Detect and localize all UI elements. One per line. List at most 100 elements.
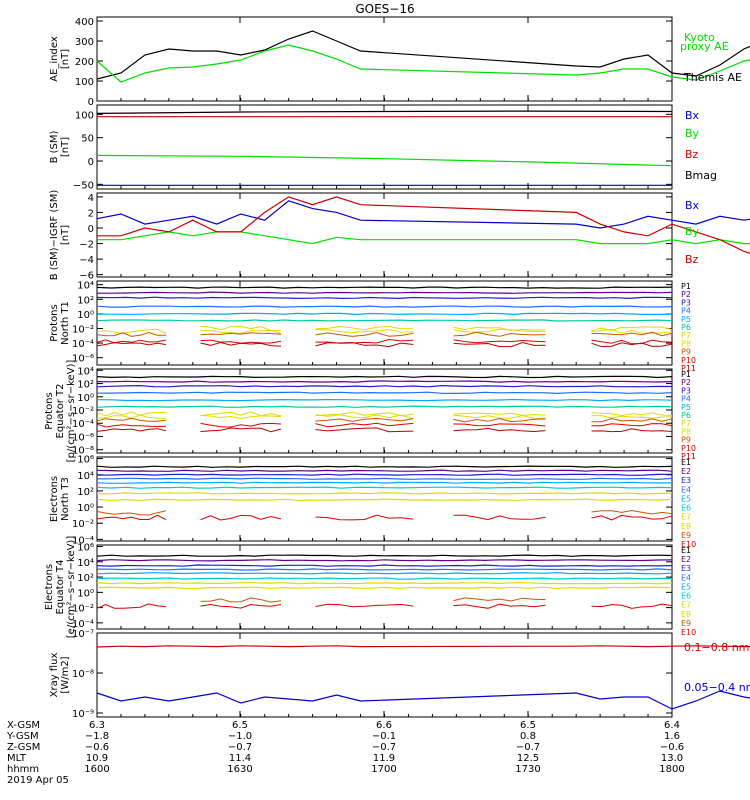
y-tick-label: 10⁻⁸ — [72, 446, 94, 457]
y-axis-label: [nT] — [60, 49, 71, 69]
legend-P2: P2 — [681, 378, 691, 387]
ephemeris-value: 1730 — [515, 764, 540, 775]
ephemeris-value: 12.5 — [517, 753, 539, 764]
ephemeris-value: 0.8 — [520, 731, 536, 742]
y-tick-label: 10⁰ — [77, 588, 94, 599]
y-tick-label: 10⁴ — [77, 558, 94, 569]
flux-segment-P7 — [453, 412, 546, 417]
legend-E2: E2 — [681, 467, 691, 476]
legend-P11: P11 — [681, 364, 696, 373]
legend-E6: E6 — [681, 592, 691, 601]
flux-segment-P9 — [591, 331, 673, 337]
figure-title: GOES−16 — [355, 2, 414, 16]
y-tick-label: 10⁻² — [72, 519, 94, 530]
legend-P2: P2 — [681, 290, 691, 299]
y-tick-label: 200 — [75, 57, 94, 68]
flux-segment-P8 — [591, 415, 673, 419]
flux-segment-P9 — [453, 418, 546, 423]
panel-peq: 10⁴ 10² 10⁰ 10⁻² 10⁻⁴ 10⁻⁶ 10⁻⁸ Protons Equator … — [44, 360, 696, 463]
y-tick-label: 300 — [75, 37, 94, 48]
y-axis-label: [nT] — [60, 137, 71, 157]
flux-line-P3 — [96, 384, 673, 388]
legend-P3: P3 — [681, 298, 691, 307]
flux-segment-P11 — [200, 427, 282, 433]
y-tick-label: 10⁻⁶ — [72, 354, 94, 365]
y-tick-label: 10⁴ — [77, 471, 94, 482]
flux-segment-P11 — [200, 341, 282, 347]
ephemeris-value: 1600 — [84, 764, 109, 775]
flux-segment-P9 — [200, 332, 282, 336]
flux-line-P2 — [96, 380, 673, 383]
flux-segment-P7 — [591, 412, 673, 417]
flux-segment-P8 — [591, 328, 673, 334]
flux-segment-P7 — [315, 411, 414, 417]
ephemeris-value: 6.3 — [89, 720, 105, 731]
ephemeris-value: −1.8 — [85, 731, 109, 742]
flux-line-E6 — [96, 486, 673, 489]
y-tick-label: −2 — [79, 240, 94, 251]
ephemeris-value: 11.9 — [373, 753, 395, 764]
legend-By: By — [685, 225, 700, 238]
flux-segment-P11 — [453, 427, 546, 433]
flux-segment-P8 — [200, 329, 282, 334]
ephemeris-row-label: hhmm — [7, 764, 39, 775]
flux-line-E8 — [96, 586, 673, 589]
flux-segment-P9 — [96, 331, 167, 337]
ephemeris-value: 10.9 — [86, 753, 108, 764]
legend-E5: E5 — [681, 582, 691, 591]
panel-frame — [96, 16, 673, 102]
flux-segment-P8 — [200, 414, 282, 420]
flux-segment-P7 — [200, 325, 282, 331]
legend-Bx: Bx — [685, 109, 700, 122]
series-line-By — [97, 231, 750, 245]
panel-bsm: 100 50 0 −50 B (SM) [nT] Bx By Bz Bmag — [49, 104, 717, 191]
flux-line-P4 — [96, 305, 673, 308]
panel-frame — [96, 104, 673, 190]
y-tick-label: 2 — [88, 208, 94, 219]
ephemeris-value: 6.5 — [520, 720, 536, 731]
series-line-By — [96, 154, 673, 167]
ephemeris-value: 11.4 — [229, 753, 251, 764]
flux-line-E5 — [96, 481, 673, 484]
ephemeris-value: −0.1 — [372, 731, 396, 742]
ephemeris-value: 6.6 — [376, 720, 392, 731]
legend-By: By — [685, 127, 700, 140]
y-axis-label: Electrons — [49, 476, 60, 522]
y-axis-label: Electrons — [44, 564, 55, 610]
y-tick-label: 10² — [77, 295, 94, 306]
y-axis-label: Equator T4 — [55, 560, 66, 615]
flux-segment-E10 — [200, 603, 282, 609]
y-axis-label: Protons — [44, 392, 55, 429]
legend-P4: P4 — [681, 307, 691, 316]
ephemeris-value: −0.6 — [85, 742, 109, 753]
flux-line-P6 — [96, 319, 673, 322]
flux-segment-P11 — [315, 427, 414, 433]
series-line-Bx — [96, 200, 750, 229]
flux-segment-P9 — [96, 417, 167, 422]
panel-pnorth: 10⁴ 10² 10⁰ 10⁻² 10⁻⁴ 10⁻⁶ Protons North T1 P1P2… — [49, 280, 696, 373]
flux-line-E6 — [96, 577, 672, 580]
legend-P8: P8 — [681, 339, 691, 348]
flux-segment-P11 — [96, 428, 167, 432]
flux-segment-E9 — [96, 510, 167, 516]
legend-Bmag: Bmag — [685, 169, 717, 182]
legend-E7: E7 — [681, 513, 691, 522]
flux-segment-P8 — [453, 328, 546, 333]
flux-line-P5 — [96, 398, 673, 402]
flux-line-E3 — [96, 473, 673, 476]
ephemeris-value: −1.0 — [228, 731, 252, 742]
legend-E6: E6 — [681, 504, 691, 513]
y-tick-label: 10⁻⁶ — [72, 432, 94, 443]
legend-0-05-0-4-nm: 0.05−0.4 nm — [684, 681, 750, 694]
ephemeris-row-label: Y-GSM — [6, 731, 39, 742]
ephemeris-value: 1800 — [659, 764, 684, 775]
flux-line-E8 — [96, 498, 673, 501]
y-tick-label: 10⁻² — [72, 406, 94, 417]
flux-segment-P8 — [315, 414, 414, 420]
y-tick-label: −4 — [79, 255, 94, 266]
y-tick-label: 10⁻⁸ — [72, 669, 94, 680]
flux-segment-E9 — [591, 509, 673, 515]
legend-P5: P5 — [681, 403, 691, 412]
